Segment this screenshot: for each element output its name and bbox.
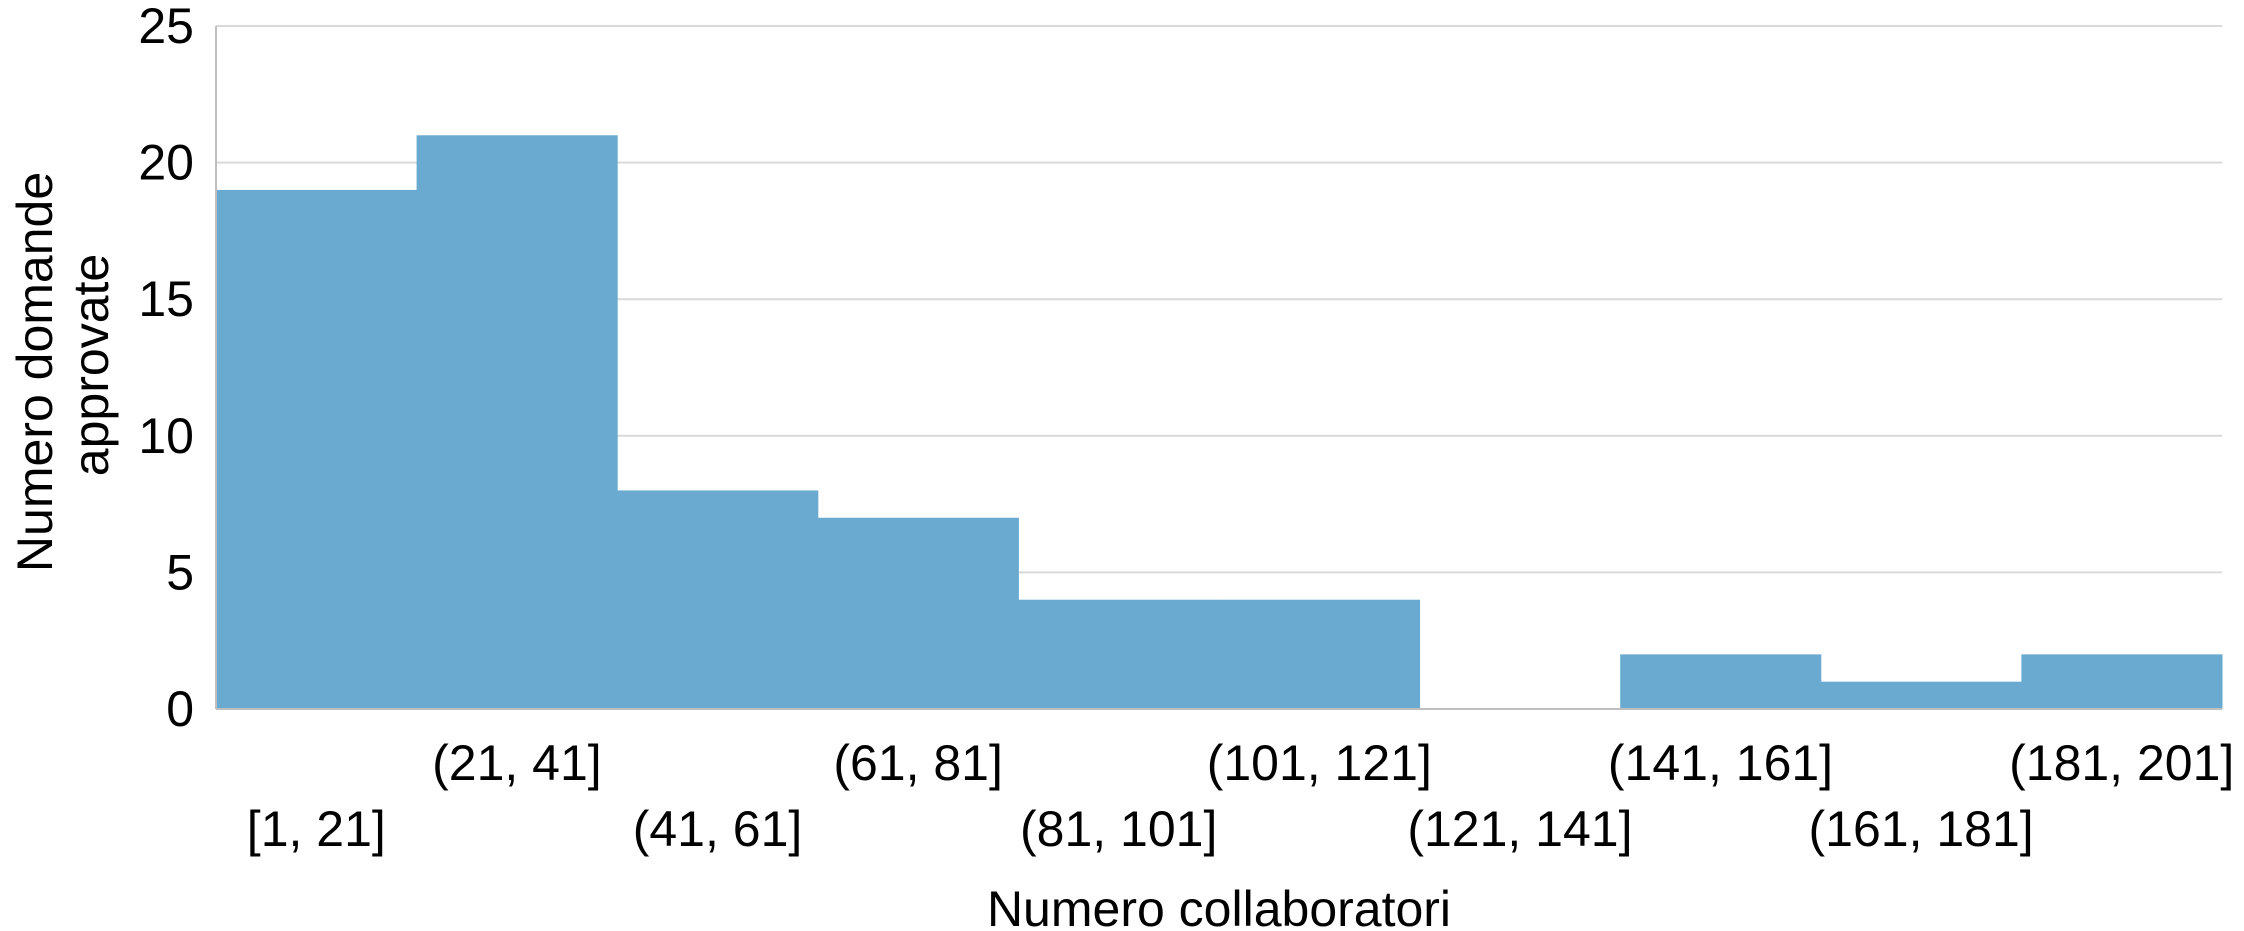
y-axis-title-line-1: Numero domande bbox=[7, 172, 63, 572]
x-category-label: (121, 141] bbox=[1407, 801, 1632, 857]
x-category-label: (161, 181] bbox=[1809, 801, 2034, 857]
histogram-bar bbox=[1219, 599, 1421, 709]
y-axis-title: Numero domande approvate bbox=[7, 158, 119, 572]
histogram-bar bbox=[216, 189, 418, 710]
x-category-label: (141, 161] bbox=[1608, 735, 1833, 791]
y-tick-labels: 0 5 10 15 20 25 bbox=[138, 0, 194, 737]
x-category-label: (81, 101] bbox=[1020, 801, 1217, 857]
histogram-bar bbox=[416, 135, 618, 709]
bars bbox=[216, 135, 2223, 710]
histogram-bar bbox=[617, 490, 819, 709]
x-axis-title: Numero collaboratori bbox=[987, 881, 1451, 931]
y-tick-label: 15 bbox=[138, 271, 194, 327]
y-tick-label: 10 bbox=[138, 408, 194, 464]
x-category-label: (101, 121] bbox=[1207, 735, 1432, 791]
x-category-label: (21, 41] bbox=[432, 735, 602, 791]
y-tick-label: 0 bbox=[166, 681, 194, 737]
histogram-bar bbox=[1018, 599, 1220, 709]
y-tick-label: 20 bbox=[138, 135, 194, 191]
y-axis-title-line-2: approvate bbox=[63, 254, 119, 476]
x-category-label: (181, 201] bbox=[2009, 735, 2234, 791]
histogram-bar bbox=[1620, 654, 1822, 709]
x-category-label: [1, 21] bbox=[247, 801, 386, 857]
x-category-labels: [1, 21] (21, 41] (41, 61] (61, 81] (81, 101]… bbox=[247, 735, 2234, 857]
x-category-label: (41, 61] bbox=[633, 801, 803, 857]
histogram-bar bbox=[1820, 681, 2022, 709]
x-category-label: (61, 81] bbox=[833, 735, 1003, 791]
y-tick-label: 25 bbox=[138, 0, 194, 54]
histogram-bar bbox=[2021, 654, 2223, 709]
histogram-bar bbox=[817, 517, 1019, 709]
y-tick-label: 5 bbox=[166, 544, 194, 600]
